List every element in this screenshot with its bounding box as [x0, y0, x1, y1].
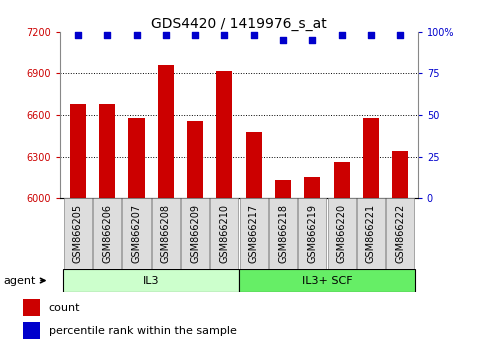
Text: GSM866217: GSM866217 — [249, 204, 259, 263]
Text: IL3: IL3 — [143, 275, 159, 286]
Text: GSM866218: GSM866218 — [278, 204, 288, 263]
FancyBboxPatch shape — [123, 198, 151, 269]
Text: GSM866206: GSM866206 — [102, 204, 112, 263]
Bar — [70, 104, 86, 198]
Point — [221, 32, 228, 38]
Bar — [216, 71, 232, 198]
Text: percentile rank within the sample: percentile rank within the sample — [49, 326, 237, 337]
Text: GSM866221: GSM866221 — [366, 204, 376, 263]
Point — [133, 32, 141, 38]
Text: GSM866210: GSM866210 — [219, 204, 229, 263]
FancyBboxPatch shape — [240, 198, 268, 269]
Text: agent: agent — [3, 275, 45, 286]
Title: GDS4420 / 1419976_s_at: GDS4420 / 1419976_s_at — [151, 17, 327, 31]
FancyBboxPatch shape — [64, 198, 92, 269]
Text: count: count — [49, 303, 80, 314]
FancyBboxPatch shape — [357, 198, 385, 269]
Text: GSM866208: GSM866208 — [161, 204, 171, 263]
Text: GSM866220: GSM866220 — [337, 204, 347, 263]
Point — [279, 37, 287, 43]
FancyBboxPatch shape — [152, 198, 180, 269]
FancyBboxPatch shape — [181, 198, 209, 269]
FancyBboxPatch shape — [63, 269, 239, 292]
Bar — [304, 177, 320, 198]
FancyBboxPatch shape — [93, 198, 121, 269]
Bar — [275, 180, 291, 198]
Bar — [392, 151, 408, 198]
Point — [397, 32, 404, 38]
Bar — [363, 118, 379, 198]
Point — [338, 32, 345, 38]
Point — [250, 32, 257, 38]
Bar — [334, 162, 350, 198]
Point — [309, 37, 316, 43]
FancyBboxPatch shape — [211, 198, 239, 269]
Text: GSM866205: GSM866205 — [73, 204, 83, 263]
Text: IL3+ SCF: IL3+ SCF — [302, 275, 352, 286]
Bar — [23, 299, 40, 316]
Bar — [246, 132, 262, 198]
Bar — [187, 121, 203, 198]
Text: GSM866209: GSM866209 — [190, 204, 200, 263]
Text: GSM866207: GSM866207 — [131, 204, 142, 263]
Text: GSM866222: GSM866222 — [395, 204, 405, 263]
Point — [367, 32, 375, 38]
Point — [74, 32, 82, 38]
FancyBboxPatch shape — [386, 198, 414, 269]
FancyBboxPatch shape — [239, 269, 415, 292]
Point — [162, 32, 170, 38]
Point — [103, 32, 111, 38]
Point — [191, 32, 199, 38]
Bar — [128, 118, 144, 198]
Bar — [158, 65, 174, 198]
Text: GSM866219: GSM866219 — [307, 204, 317, 263]
Bar — [99, 104, 115, 198]
FancyBboxPatch shape — [327, 198, 355, 269]
Bar — [23, 322, 40, 339]
FancyBboxPatch shape — [269, 198, 297, 269]
FancyBboxPatch shape — [298, 198, 327, 269]
